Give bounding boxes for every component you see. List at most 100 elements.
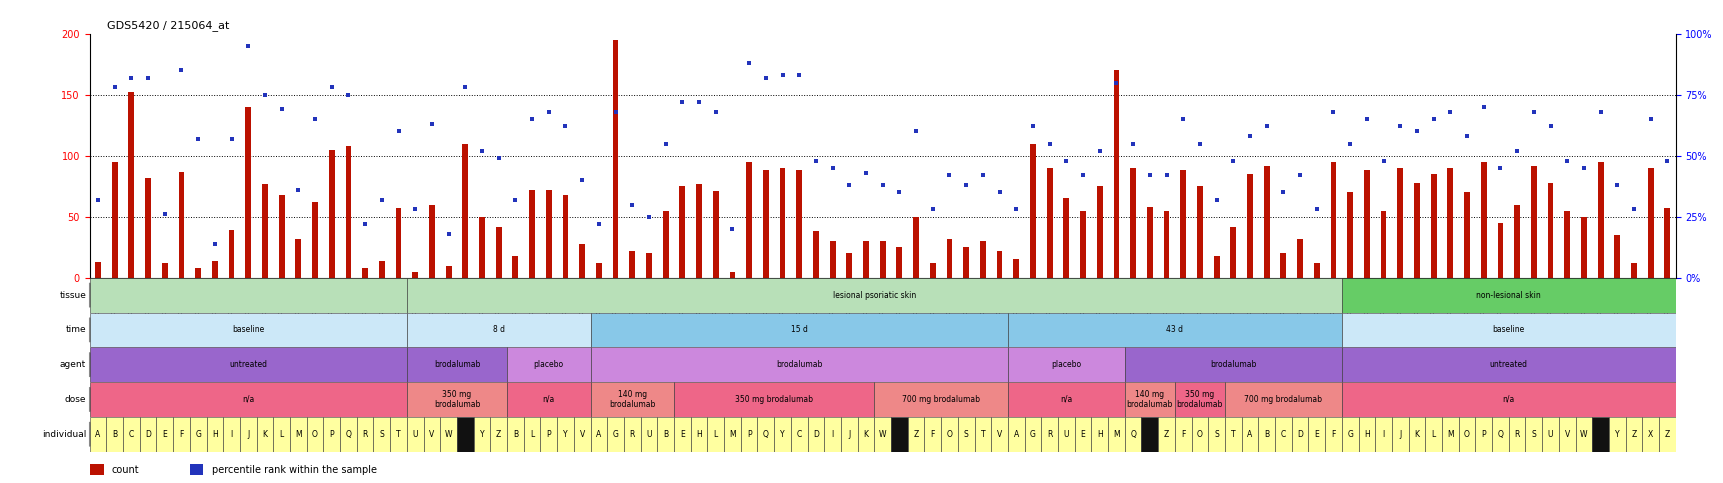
Text: S: S [1213, 430, 1218, 439]
Text: G: G [195, 430, 202, 439]
Text: 8 d: 8 d [493, 326, 505, 334]
Bar [1123, 347, 1340, 382]
Text: I: I [1382, 430, 1384, 439]
Text: M: M [1113, 430, 1120, 439]
Bar [389, 417, 407, 452]
Bar [507, 382, 591, 417]
Point [1385, 123, 1413, 130]
Point [351, 220, 379, 228]
Bar [791, 417, 806, 452]
Text: R: R [1513, 430, 1520, 439]
Text: O: O [946, 430, 951, 439]
Bar [95, 262, 102, 278]
Bar [474, 417, 489, 452]
Polygon shape [90, 353, 100, 377]
Text: D: D [1296, 430, 1303, 439]
Bar [1173, 382, 1225, 417]
Point [1036, 140, 1063, 147]
Bar [1530, 166, 1535, 278]
Text: F: F [930, 430, 934, 439]
Point [1552, 157, 1580, 165]
Text: U: U [1063, 430, 1068, 439]
Text: 350 mg
brodalumab: 350 mg brodalumab [434, 390, 481, 409]
Bar [896, 247, 901, 278]
Text: Q: Q [1497, 430, 1502, 439]
Point [234, 42, 262, 50]
Point [469, 147, 496, 155]
Text: P: P [746, 430, 751, 439]
Text: P: P [329, 430, 334, 439]
Point [1520, 108, 1547, 116]
Bar [274, 417, 289, 452]
Bar [746, 162, 751, 278]
Bar [496, 227, 501, 278]
Point [551, 123, 579, 130]
Bar [1280, 253, 1285, 278]
Point [1602, 181, 1630, 189]
Text: U: U [1547, 430, 1552, 439]
Bar [1597, 162, 1602, 278]
Text: M: M [295, 430, 302, 439]
Bar [763, 170, 768, 278]
Text: lesional psoriatic skin: lesional psoriatic skin [832, 291, 915, 299]
Point [669, 98, 696, 106]
Bar [179, 171, 184, 278]
Point [786, 71, 813, 79]
Text: n/a: n/a [543, 395, 555, 404]
Point [851, 169, 879, 177]
Point [1535, 123, 1563, 130]
Polygon shape [90, 422, 100, 446]
Bar [1191, 417, 1208, 452]
Bar [1513, 204, 1520, 278]
Text: Z: Z [1163, 430, 1168, 439]
Bar [1397, 168, 1403, 278]
Bar [446, 266, 451, 278]
Text: H: H [1096, 430, 1103, 439]
Bar [1313, 263, 1318, 278]
Bar [1425, 417, 1440, 452]
Point [718, 225, 746, 233]
Bar [579, 243, 584, 278]
Bar [379, 261, 384, 278]
Bar [362, 268, 367, 278]
Text: Z: Z [913, 430, 918, 439]
Text: percentile rank within the sample: percentile rank within the sample [212, 465, 377, 475]
Point [818, 164, 846, 172]
Text: n/a: n/a [1060, 395, 1072, 404]
Text: baseline: baseline [233, 326, 264, 334]
Bar [591, 417, 606, 452]
Bar [546, 190, 551, 278]
Bar [1663, 208, 1670, 278]
Text: E: E [1080, 430, 1085, 439]
Point [167, 67, 195, 74]
Bar [339, 417, 357, 452]
Text: V: V [996, 430, 1001, 439]
Text: C: C [1280, 430, 1285, 439]
Bar [574, 417, 591, 452]
Bar [846, 253, 851, 278]
Point [534, 108, 562, 116]
Text: A: A [95, 430, 100, 439]
Bar [796, 170, 801, 278]
Text: D: D [813, 430, 818, 439]
Bar [1146, 207, 1153, 278]
Bar [829, 241, 836, 278]
Bar [1130, 168, 1135, 278]
Text: 350 mg
brodalumab: 350 mg brodalumab [1177, 390, 1222, 409]
Point [102, 84, 129, 91]
Point [1570, 164, 1597, 172]
Point [1370, 157, 1397, 165]
Bar [1246, 174, 1253, 278]
Bar [1563, 211, 1570, 278]
Point [651, 140, 679, 147]
Bar [1158, 417, 1173, 452]
Bar [439, 417, 457, 452]
Bar [312, 202, 317, 278]
Point [484, 155, 512, 162]
Bar [679, 186, 684, 278]
Text: n/a: n/a [1502, 395, 1515, 404]
Point [84, 196, 112, 203]
Bar [279, 195, 284, 278]
Text: G: G [1029, 430, 1036, 439]
Bar [1225, 417, 1241, 452]
